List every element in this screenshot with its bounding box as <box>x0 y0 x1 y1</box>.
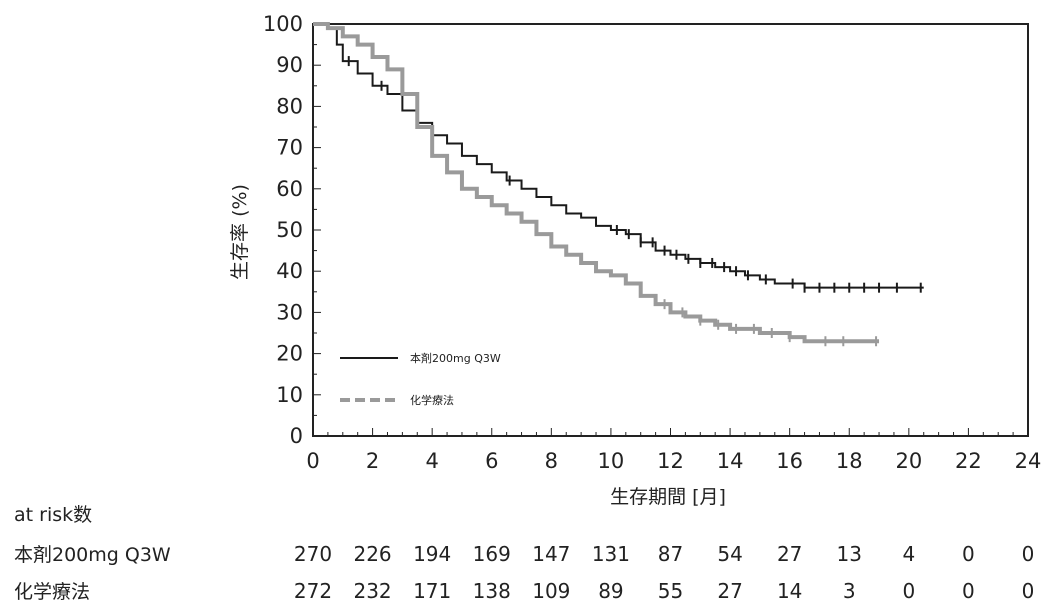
x-tick-label: 18 <box>836 449 863 473</box>
y-tick-label: 50 <box>276 218 303 242</box>
at-risk-value: 138 <box>473 579 511 603</box>
y-tick-label: 80 <box>276 94 303 118</box>
x-tick-label: 24 <box>1015 449 1042 473</box>
at-risk-value: 27 <box>717 579 742 603</box>
x-tick-label: 6 <box>485 449 498 473</box>
y-tick-label: 20 <box>276 342 303 366</box>
y-axis-label: 生存率 (%) <box>229 184 251 280</box>
at-risk-value: 4 <box>902 542 915 566</box>
y-tick-label: 100 <box>263 12 303 36</box>
at-risk-value: 13 <box>837 542 862 566</box>
legend: 本剤200mg Q3W 化学療法 <box>340 351 501 407</box>
x-tick-label: 12 <box>657 449 684 473</box>
at-risk-value: 270 <box>294 542 332 566</box>
y-tick-label: 40 <box>276 259 303 283</box>
series-line-2 <box>313 22 880 344</box>
at-risk-value: 0 <box>1022 579 1035 603</box>
x-tick-label: 10 <box>598 449 625 473</box>
x-tick-label: 20 <box>895 449 922 473</box>
at-risk-value: 3 <box>843 579 856 603</box>
at-risk-value: 194 <box>413 542 451 566</box>
x-tick-label: 4 <box>425 449 438 473</box>
x-axis-tick-labels: 0 2 4 6 8 10 12 14 16 18 20 22 24 <box>306 449 1041 473</box>
x-tick-label: 0 <box>306 449 319 473</box>
legend-label-series-2: 化学療法 <box>410 393 454 407</box>
y-tick-label: 0 <box>290 424 303 448</box>
survival-curves <box>313 22 924 347</box>
at-risk-value: 169 <box>473 542 511 566</box>
x-tick-label: 16 <box>776 449 803 473</box>
at-risk-value: 147 <box>532 542 570 566</box>
y-tick-label: 60 <box>276 177 303 201</box>
at-risk-value: 171 <box>413 579 451 603</box>
plot-area-frame <box>312 23 1029 437</box>
at-risk-row-label-2: 化学療法 <box>14 581 90 603</box>
at-risk-value: 0 <box>962 542 975 566</box>
at-risk-value: 232 <box>353 579 391 603</box>
x-tick-label: 14 <box>717 449 744 473</box>
x-axis-label: 生存期間 [月] <box>610 486 726 508</box>
at-risk-value: 226 <box>353 542 391 566</box>
at-risk-value: 27 <box>777 542 802 566</box>
at-risk-value: 0 <box>1022 542 1035 566</box>
y-axis-tick-labels: 0 10 20 30 40 50 60 70 80 90 100 <box>263 12 303 448</box>
at-risk-row-label-1: 本剤200mg Q3W <box>14 544 171 566</box>
y-tick-label: 30 <box>276 300 303 324</box>
axis-ticks <box>312 23 1029 437</box>
at-risk-value: 272 <box>294 579 332 603</box>
x-tick-label: 2 <box>366 449 379 473</box>
y-tick-label: 70 <box>276 136 303 160</box>
x-tick-label: 22 <box>955 449 982 473</box>
at-risk-value: 0 <box>902 579 915 603</box>
at-risk-value: 0 <box>962 579 975 603</box>
at-risk-value: 89 <box>598 579 623 603</box>
at-risk-value: 14 <box>777 579 802 603</box>
series-line-1 <box>313 23 924 289</box>
at-risk-value: 131 <box>592 542 630 566</box>
at-risk-value: 54 <box>717 542 742 566</box>
y-tick-label: 10 <box>276 383 303 407</box>
y-tick-label: 90 <box>276 53 303 77</box>
at-risk-value: 55 <box>658 579 683 603</box>
at-risk-value: 109 <box>532 579 570 603</box>
at-risk-value: 87 <box>658 542 683 566</box>
x-tick-label: 8 <box>545 449 558 473</box>
at-risk-title: at risk数 <box>14 504 92 526</box>
legend-label-series-1: 本剤200mg Q3W <box>410 351 501 365</box>
